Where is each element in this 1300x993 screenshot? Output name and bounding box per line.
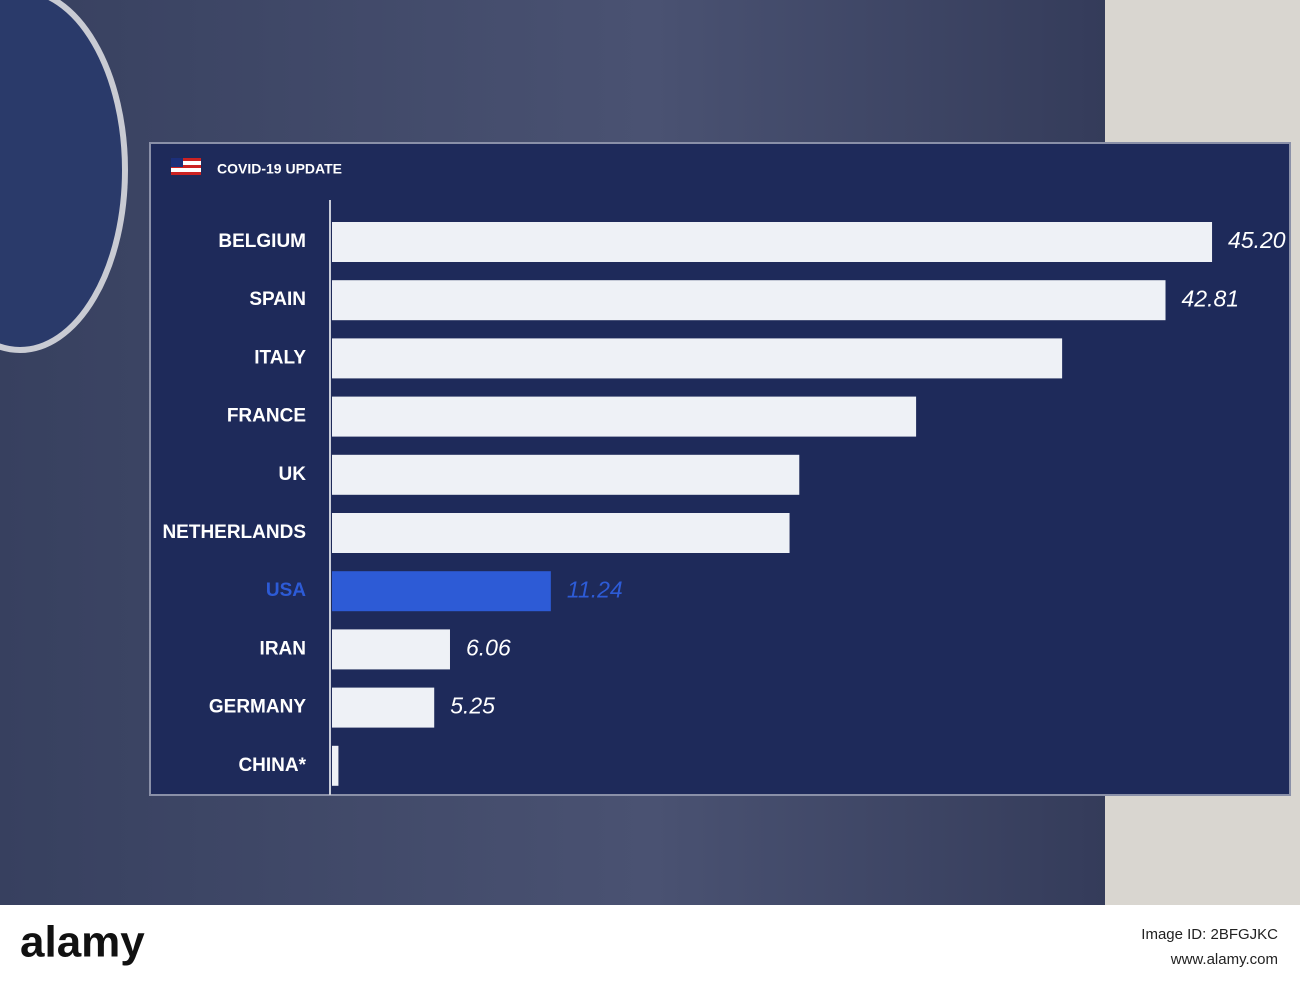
bar — [332, 745, 339, 786]
category-label: UK — [279, 464, 307, 485]
category-label: IRAN — [260, 638, 306, 659]
category-label: FRANCE — [227, 406, 306, 427]
flag-icon — [171, 158, 201, 175]
category-label: SPAIN — [249, 289, 306, 310]
seal — [0, 0, 128, 353]
value-label: 42.81 — [1182, 285, 1240, 311]
image-id: Image ID: 2BFGJKC — [1141, 926, 1278, 943]
chart-title: COVID-19 UPDATE — [217, 161, 342, 177]
category-label: NETHERLANDS — [162, 522, 306, 543]
value-label: 5.25 — [450, 693, 495, 719]
bar — [332, 454, 800, 495]
category-label: CHINA* — [238, 755, 306, 776]
bar — [332, 396, 917, 437]
bar — [332, 687, 435, 728]
value-label: 6.06 — [466, 634, 511, 660]
category-label: GERMANY — [209, 697, 306, 718]
watermark-brand: alamy — [20, 918, 145, 967]
bar — [332, 629, 450, 670]
category-label: BELGIUM — [218, 231, 306, 252]
bar — [332, 280, 1166, 321]
watermark-strip — [0, 905, 1300, 993]
value-label: 11.24 — [567, 576, 623, 602]
site-url: www.alamy.com — [1170, 951, 1278, 968]
category-label: ITALY — [254, 347, 306, 368]
value-label: 45.20 — [1228, 227, 1286, 253]
category-label: USA — [266, 580, 306, 601]
bar — [332, 513, 790, 553]
bar — [332, 338, 1063, 379]
bar — [332, 571, 551, 612]
bar — [332, 222, 1213, 262]
